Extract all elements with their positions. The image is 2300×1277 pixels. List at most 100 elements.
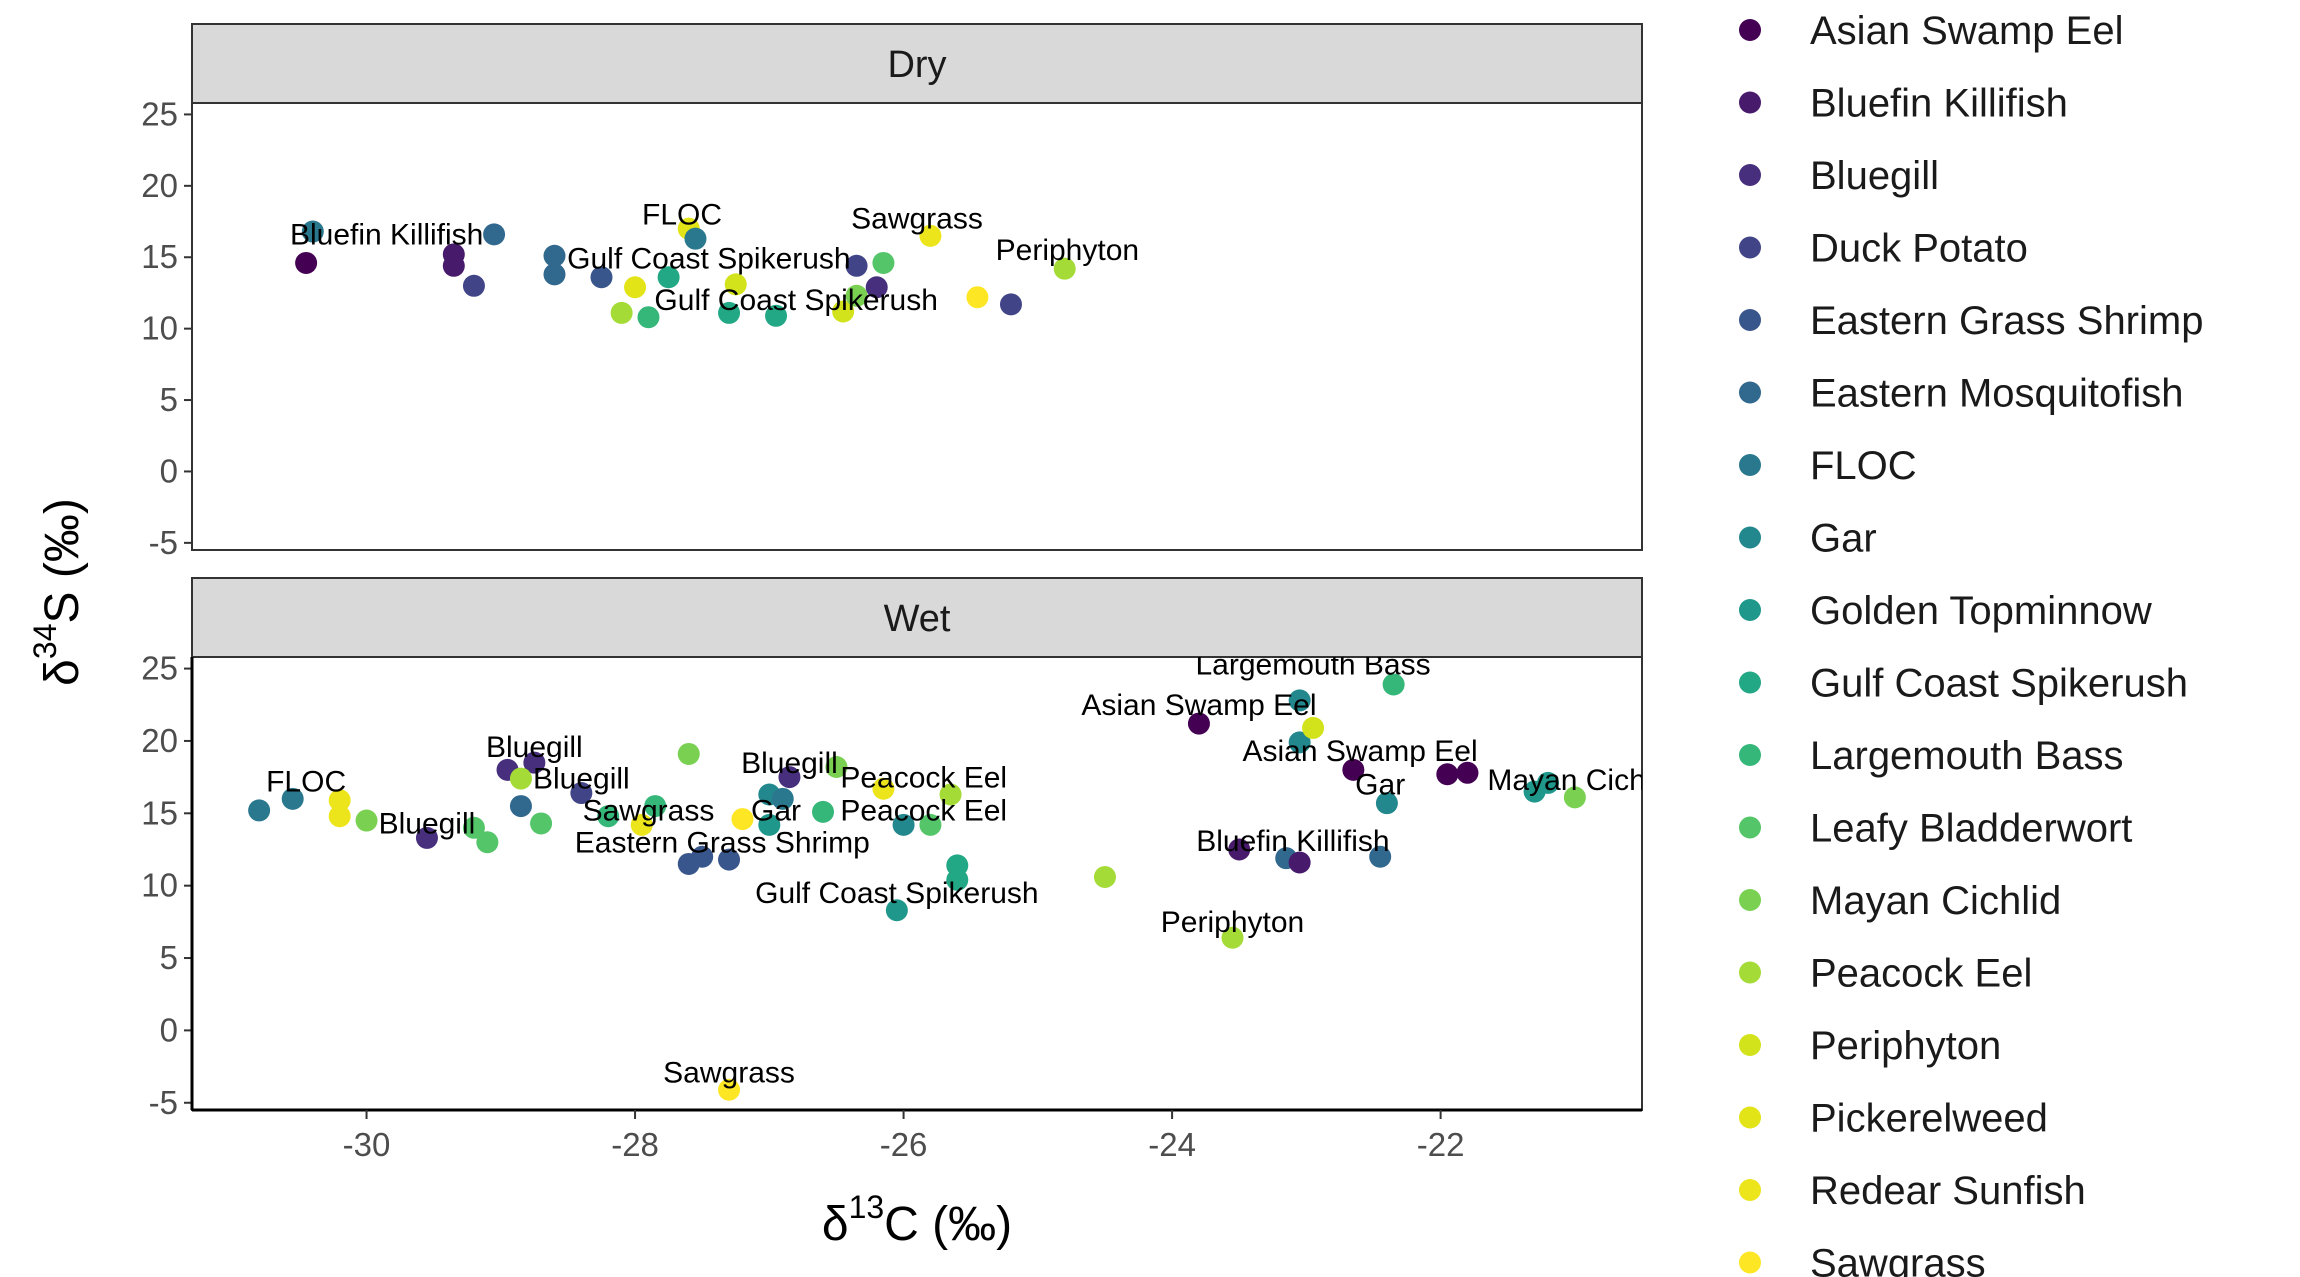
legend-label: Gar	[1810, 517, 1877, 561]
strip-dry	[191, 23, 1643, 104]
legend-key	[1739, 1179, 1761, 1201]
y-tick-label: 5	[160, 939, 178, 976]
plot-area-wet	[191, 656, 1643, 1111]
legend-label: FLOC	[1810, 444, 1917, 488]
legend-label: Eastern Mosquitofish	[1810, 372, 2184, 416]
x-tick-label: -30	[343, 1126, 391, 1163]
data-point	[483, 223, 506, 246]
y-tick-label: 15	[141, 238, 178, 275]
wet-y-axis: -5 0 5 10 15 20 25	[141, 650, 192, 1121]
dry-points	[295, 217, 1076, 329]
legend-key	[1739, 1106, 1761, 1129]
data-point	[919, 224, 942, 247]
data-point	[301, 220, 324, 243]
data-point	[724, 273, 747, 296]
data-point	[892, 813, 915, 836]
legend-key	[1739, 1251, 1761, 1274]
data-point	[718, 301, 741, 324]
data-point	[630, 813, 653, 836]
data-point	[543, 244, 566, 267]
x-tick-label: -22	[1417, 1126, 1465, 1163]
x-axis-title-delta: δ	[822, 1198, 849, 1251]
y-tick-label: 0	[160, 1011, 178, 1048]
point-label: Gulf Coast Spikerush	[567, 243, 850, 276]
data-point	[328, 805, 351, 828]
data-point	[812, 800, 835, 823]
y-tick-label: 10	[141, 310, 178, 347]
y-tick-label: 25	[141, 650, 178, 687]
point-label: Bluefin Killifish	[290, 218, 483, 251]
y-tick-label: 15	[141, 794, 178, 831]
data-point	[966, 286, 989, 309]
data-point	[509, 767, 532, 790]
x-axis-title: δ13C (‰)	[822, 1189, 1012, 1251]
x-axis: -30 -28 -26 -24 -22	[190, 657, 1642, 1163]
data-point	[765, 304, 788, 327]
point-label: Bluegill	[741, 747, 838, 780]
legend-key	[1739, 19, 1761, 41]
legend-label: Asian Swamp Eel	[1810, 9, 2123, 53]
data-point	[295, 251, 318, 274]
point-label: Gar	[1355, 768, 1405, 801]
data-point	[872, 251, 895, 274]
legend-key	[1739, 744, 1761, 766]
point-label: Peacock Eel	[840, 795, 1007, 828]
legend-label: Leafy Bladderwort	[1810, 807, 2132, 851]
data-point	[1221, 926, 1244, 949]
legend: Asian Swamp Eel Bluefin Killifish Bluegill…	[1739, 9, 2203, 1277]
data-point	[442, 254, 465, 277]
point-label: Periphyton	[1161, 906, 1304, 939]
data-point	[1228, 838, 1251, 861]
data-point	[1369, 845, 1392, 868]
x-axis-title-main: C (‰)	[884, 1198, 1012, 1251]
legend-key	[1739, 599, 1761, 621]
point-label: Mayan Cichlid	[1487, 764, 1675, 797]
data-point	[1302, 716, 1325, 739]
legend-key	[1739, 526, 1761, 549]
legend-label: Pickerelweed	[1810, 1097, 2048, 1141]
point-label: FLOC	[266, 766, 346, 799]
data-point	[872, 777, 895, 800]
data-point	[248, 799, 271, 822]
data-point	[328, 789, 351, 812]
data-point	[919, 813, 942, 836]
data-point	[771, 787, 794, 810]
x-tick-label: -28	[611, 1126, 659, 1163]
data-point	[597, 805, 620, 828]
point-label: Sawgrass	[663, 1057, 795, 1090]
dry-y-axis: -5 0 5 10 15 20 25	[141, 95, 192, 561]
legend-key	[1739, 309, 1761, 331]
legend-label: Periphyton	[1810, 1024, 2001, 1068]
point-label: FLOC	[642, 198, 722, 231]
legend-key	[1739, 454, 1761, 476]
x-axis-title-superscript: 13	[849, 1189, 885, 1225]
y-tick-label: 0	[160, 452, 178, 489]
data-point	[718, 848, 741, 871]
data-point	[1187, 712, 1210, 735]
data-point	[939, 783, 962, 806]
y-tick-label: -5	[149, 1084, 178, 1121]
point-label: Eastern Grass Shrimp	[575, 826, 870, 859]
x-tick-label: -24	[1148, 1126, 1196, 1163]
data-point	[1563, 786, 1586, 809]
y-axis-title-superscript: 34	[27, 624, 63, 660]
data-point	[509, 795, 532, 818]
legend-key	[1739, 961, 1761, 984]
y-tick-label: 25	[141, 95, 178, 132]
y-tick-label: -5	[149, 524, 178, 561]
data-point	[624, 276, 647, 299]
plot-area-dry	[191, 102, 1643, 551]
data-point	[946, 868, 969, 891]
data-point	[462, 816, 485, 839]
y-tick-label: 5	[160, 381, 178, 418]
data-point	[999, 293, 1022, 316]
data-point	[462, 274, 485, 297]
wet-points	[248, 673, 1586, 1101]
legend-key	[1739, 236, 1761, 259]
data-point	[885, 899, 908, 922]
data-point	[281, 787, 304, 810]
legend-label: Sawgrass	[1810, 1242, 1986, 1277]
data-point	[590, 266, 613, 289]
data-point	[845, 284, 868, 307]
data-point	[1288, 689, 1311, 712]
